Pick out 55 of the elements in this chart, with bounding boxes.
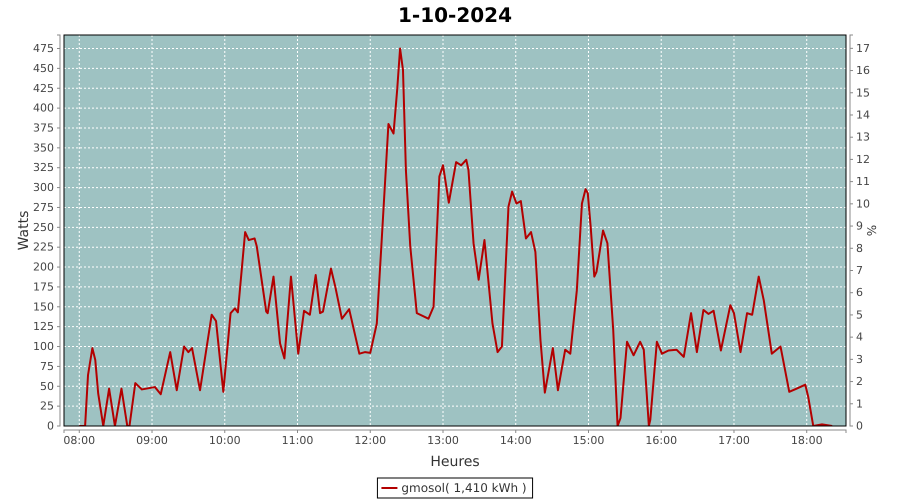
y2-tick-label: 17: [856, 42, 870, 55]
y2-tick-label: 12: [856, 152, 870, 166]
line-series: [78, 48, 834, 426]
y-tick-label: 0: [47, 420, 54, 433]
y-tick-label: 275: [33, 200, 54, 214]
x-tick-label: 16:00: [645, 434, 678, 447]
y-tick-label: 150: [33, 300, 54, 314]
x-tick-label: 15:00: [572, 434, 604, 447]
y-tick-label: 300: [33, 181, 54, 194]
y-tick-label: 400: [33, 102, 54, 115]
y-tick-label: 175: [33, 280, 54, 294]
legend-label: gmosol( 1,410 kWh ): [401, 481, 527, 495]
y2-tick-label: 9: [856, 220, 863, 233]
x-tick-label: 13:00: [427, 434, 459, 447]
y-tick-label: 200: [33, 260, 54, 274]
y-tick-label: 375: [33, 122, 54, 134]
y-tick-label: 475: [33, 42, 54, 56]
x-tick-label: 17:00: [718, 434, 750, 447]
y2-tick-label: 13: [856, 130, 870, 144]
y-tick-label: 75: [40, 360, 54, 373]
y2-tick-label: 6: [856, 286, 863, 300]
x-axis-title: Heures: [430, 454, 480, 470]
chart-title: 1-10-2024: [398, 3, 512, 27]
x-tick-label: 10:00: [208, 434, 241, 447]
y2-tick-label: 16: [856, 64, 870, 78]
x-tick-label: 12:00: [354, 434, 386, 447]
y2-tick-label: 11: [856, 175, 870, 188]
y2-tick-label: 0: [856, 420, 863, 433]
y-tick-label: 450: [33, 62, 54, 75]
y2-axis-title: %: [865, 224, 879, 236]
y-tick-label: 25: [40, 400, 54, 413]
y2-tick-label: 3: [856, 352, 863, 366]
y2-tick-label: 2: [856, 375, 863, 388]
y-tick-label: 50: [40, 380, 54, 393]
x-tick-label: 14:00: [500, 434, 532, 447]
y-axis-title: Watts: [16, 210, 32, 250]
y2-tick-label: 5: [856, 308, 863, 322]
x-tick-label: 08:00: [63, 434, 96, 447]
y2-tick-label: 10: [856, 197, 870, 210]
y-tick-label: 325: [33, 161, 54, 174]
x-tick-label: 09:00: [136, 434, 168, 447]
y-tick-label: 225: [33, 240, 54, 254]
y2-tick-label: 14: [856, 108, 870, 122]
y-tick-label: 350: [33, 141, 54, 154]
x-tick-label: 18:00: [790, 434, 823, 447]
y-tick-label: 125: [33, 320, 54, 334]
y2-tick-label: 1: [856, 397, 863, 410]
y2-tick-label: 7: [856, 264, 863, 278]
y-tick-label: 100: [33, 340, 54, 354]
y2-tick-label: 4: [856, 330, 863, 344]
y-tick-label: 425: [33, 82, 54, 95]
y2-tick-label: 15: [856, 86, 870, 100]
x-tick-label: 11:00: [282, 434, 314, 447]
y2-tick-label: 8: [856, 242, 863, 255]
y-tick-label: 250: [33, 220, 54, 234]
